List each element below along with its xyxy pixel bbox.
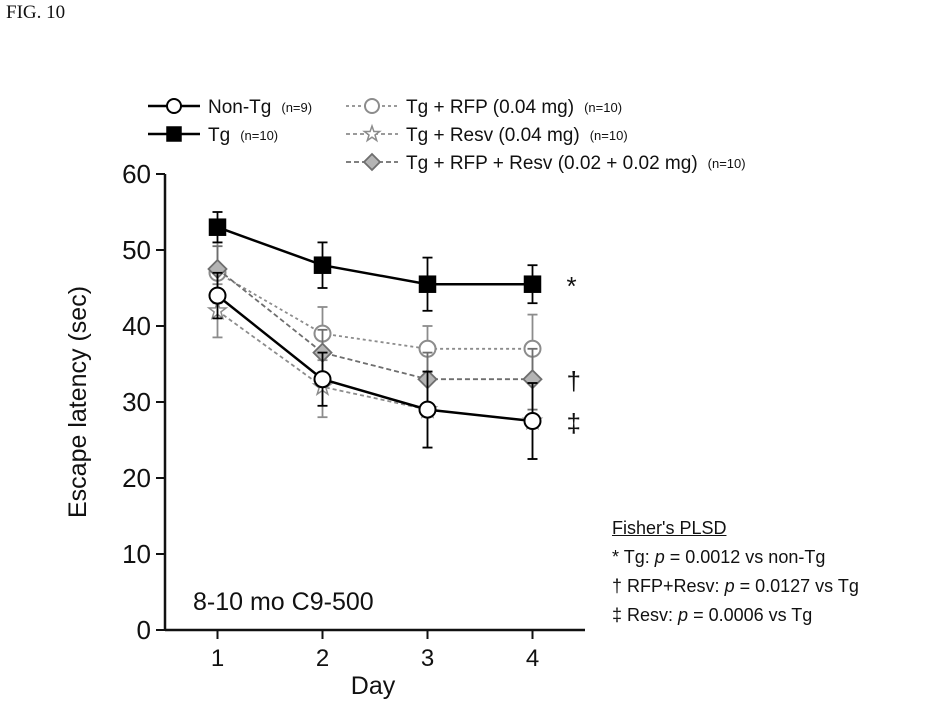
data-point-nontg <box>418 400 437 419</box>
legend-marker-rfpresv <box>362 152 382 172</box>
series-resv <box>206 283 544 460</box>
series-rfp <box>208 241 542 384</box>
legend-label-resv: Tg + Resv (0.04 mg) <box>406 125 580 146</box>
legend-n-rfp: (n=10) <box>584 100 622 115</box>
x-tick-label: 2 <box>316 645 329 672</box>
legend-n-tg: (n=10) <box>240 128 278 143</box>
y-tick-label: 60 <box>122 159 151 189</box>
y-tick-label: 30 <box>122 387 151 417</box>
y-tick-label: 50 <box>122 235 151 265</box>
x-axis-title: Day <box>351 672 396 700</box>
stats-value: = 0.0006 vs Tg <box>688 605 813 625</box>
data-point-tg <box>418 275 437 293</box>
legend-n-rfpresv: (n=10) <box>708 156 746 171</box>
stats-p: p <box>724 576 735 596</box>
legend-marker-nontg <box>166 98 182 114</box>
series-line-rfpresv <box>216 268 533 381</box>
stats-p: p <box>654 547 665 567</box>
y-axis-title: Escape latency (sec) <box>64 286 92 518</box>
data-point-nontg <box>313 370 332 389</box>
legend-label-tg: Tg <box>208 125 230 146</box>
stats-label: RFP+Resv: <box>627 576 725 596</box>
stats-title: Fisher's PLSD <box>612 518 727 538</box>
stats-p: p <box>678 605 689 625</box>
legend-label-rfpresv: Tg + RFP + Resv (0.02 + 0.02 mg) <box>406 153 698 174</box>
legend-n-nontg: (n=9) <box>281 100 312 115</box>
stats-symbol: ‡ <box>612 605 623 625</box>
significance-mark: * <box>567 271 577 301</box>
x-tick-label: 3 <box>421 645 434 672</box>
series-nontg <box>208 271 542 460</box>
significance-mark: † <box>567 366 581 396</box>
y-tick-label: 10 <box>122 539 151 569</box>
data-point-tg <box>523 275 542 293</box>
stats-row-rfp-resv: † RFP+Resv: p = 0.0127 vs Tg <box>612 572 859 601</box>
stats-value: = 0.0012 vs non-Tg <box>664 547 826 567</box>
stats-symbol: † <box>612 576 623 596</box>
stats-label: Resv: <box>627 605 679 625</box>
y-tick-label: 40 <box>122 311 151 341</box>
legend-marker-tg <box>166 126 182 142</box>
legend-marker-resv <box>362 123 382 143</box>
y-tick-label: 0 <box>137 615 151 645</box>
series-line-tg <box>217 226 533 286</box>
stats-row-tg: * Tg: p = 0.0012 vs non-Tg <box>612 543 859 572</box>
legend-label-nontg: Non-Tg <box>208 97 271 118</box>
legend-label-rfp: Tg + RFP (0.04 mg) <box>406 97 574 118</box>
legend-n-resv: (n=10) <box>590 128 628 143</box>
x-tick-label: 4 <box>526 645 539 672</box>
series-line-nontg <box>216 294 533 423</box>
chart-annotation: 8-10 mo C9-500 <box>193 588 374 616</box>
significance-mark: ‡ <box>567 408 581 438</box>
x-tick-label: 1 <box>211 645 224 672</box>
stats-row-resv: ‡ Resv: p = 0.0006 vs Tg <box>612 601 859 630</box>
stats-label: Tg: <box>623 547 655 567</box>
figure-label: FIG. 10 <box>6 2 66 23</box>
series-line-rfp <box>217 272 533 350</box>
data-point-nontg <box>523 412 542 430</box>
stats-symbol: * <box>612 547 620 567</box>
data-point-tg <box>208 218 227 236</box>
series-tg <box>208 211 542 312</box>
stats-value: = 0.0127 vs Tg <box>734 576 859 596</box>
y-tick-label: 20 <box>122 463 151 493</box>
legend-marker-rfp <box>364 98 380 114</box>
data-point-nontg <box>208 286 227 305</box>
data-point-tg <box>313 256 332 274</box>
statistics-box: Fisher's PLSD * Tg: p = 0.0012 vs non-Tg… <box>612 514 859 630</box>
